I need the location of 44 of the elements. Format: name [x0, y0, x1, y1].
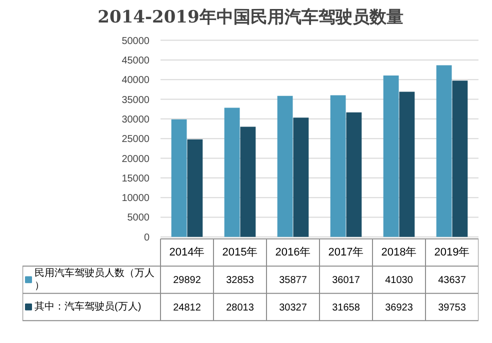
data-label: 28013: [226, 302, 254, 314]
bar: [399, 92, 415, 237]
x-tick-label: 2014年: [169, 246, 205, 258]
data-label: 32853: [226, 275, 254, 286]
y-tick-label: 40000: [122, 75, 150, 86]
y-tick-label: 30000: [122, 114, 150, 126]
data-label: 30327: [279, 302, 308, 314]
y-tick-label: 50000: [122, 36, 150, 47]
bar: [452, 80, 468, 237]
bar: [224, 108, 240, 237]
data-label: 43637: [438, 275, 466, 286]
data-label: 24812: [173, 302, 202, 314]
legend-label: 其中：汽车驾驶员(万人): [34, 300, 142, 312]
bar: [171, 119, 187, 237]
y-tick-label: 15000: [122, 173, 150, 184]
y-tick-label: 35000: [122, 94, 150, 106]
y-tick-label: 20000: [122, 154, 150, 165]
chart-title: 2014-2019年中国民用汽车驾驶员数量: [98, 8, 404, 28]
legend-label: 民用汽车驾驶员人数（万人）: [34, 266, 154, 292]
x-tick-label: 2015年: [222, 246, 258, 258]
data-label: 36017: [332, 275, 360, 286]
x-tick-label: 2019年: [434, 246, 470, 258]
data-label: 31658: [332, 302, 360, 314]
y-tick-label: 5000: [127, 212, 150, 224]
y-tick-label: 10000: [122, 193, 150, 204]
bar: [240, 126, 256, 237]
data-label: 35877: [279, 275, 308, 286]
x-tick-label: 2017年: [328, 246, 364, 258]
data-label: 41030: [385, 275, 414, 286]
data-label: 36923: [385, 302, 414, 314]
data-label: 39753: [438, 302, 466, 314]
x-tick-label: 2018年: [381, 246, 417, 258]
data-label: 29892: [173, 275, 202, 286]
bar: [277, 96, 293, 237]
bar: [293, 118, 309, 237]
y-tick-label: 0: [144, 232, 150, 244]
bar: [346, 112, 362, 237]
bar: [436, 65, 452, 237]
y-tick-label: 25000: [122, 134, 150, 146]
y-tick-label: 45000: [122, 55, 150, 66]
bar: [383, 76, 399, 237]
x-tick-label: 2016年: [275, 246, 311, 258]
bar: [330, 95, 346, 237]
bar: [187, 139, 203, 237]
